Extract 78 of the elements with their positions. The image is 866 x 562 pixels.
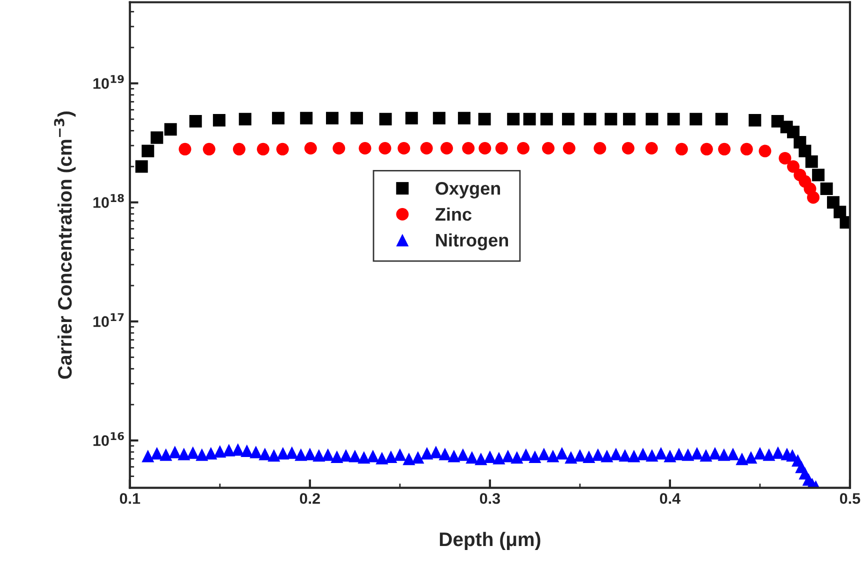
point: [646, 112, 658, 126]
y-tick-label: 10$^{18}$: [93, 194, 124, 208]
x-tick-label: 0.4: [660, 493, 680, 504]
x-tick-label: 0.2: [300, 493, 320, 504]
point: [272, 112, 284, 124]
point: [540, 112, 553, 126]
point: [675, 142, 688, 156]
point: [300, 112, 313, 124]
legend-label: Oxygen: [436, 182, 500, 198]
point: [440, 142, 453, 154]
x-axis-title: Depth (μm): [440, 532, 540, 550]
point: [604, 112, 618, 126]
x-tick-label: 0.1: [120, 493, 140, 504]
point: [523, 112, 536, 126]
point: [398, 142, 410, 154]
point: [690, 112, 702, 126]
point: [748, 114, 762, 126]
point: [807, 191, 820, 204]
point: [740, 142, 753, 156]
point: [718, 142, 731, 156]
point: [622, 142, 634, 154]
point: [150, 131, 164, 144]
point: [378, 142, 392, 154]
point: [432, 112, 446, 124]
point: [178, 142, 192, 156]
point: [350, 112, 363, 124]
point: [135, 160, 148, 173]
point: [798, 144, 812, 158]
point: [164, 123, 177, 136]
point: [584, 112, 596, 126]
point: [326, 112, 338, 124]
point: [787, 126, 800, 138]
point: [516, 142, 530, 154]
point: [478, 142, 492, 154]
legend-label: Nitrogen: [436, 233, 508, 250]
y-tick-label: 10$^{19}$: [93, 74, 124, 89]
y-tick-label: 10$^{16}$: [93, 432, 124, 446]
point: [462, 142, 475, 154]
point: [379, 112, 392, 126]
legend-label: Zinc: [435, 207, 472, 221]
point: [405, 112, 418, 124]
point: [715, 112, 728, 126]
point: [812, 168, 825, 182]
point: [594, 142, 606, 154]
point: [189, 115, 202, 128]
point: [820, 182, 833, 196]
point: [826, 196, 840, 209]
point: [700, 142, 713, 156]
point: [332, 142, 346, 154]
point: [562, 142, 576, 154]
point: [623, 112, 636, 126]
point: [507, 112, 520, 126]
point: [420, 142, 433, 154]
point: [495, 142, 508, 154]
point: [202, 142, 216, 156]
point: [238, 112, 252, 126]
y-axis-title: Carrier Concentration (cm$^{−3}$): [54, 112, 76, 379]
point: [256, 142, 270, 156]
x-tick-label: 0.5: [840, 493, 860, 504]
point: [758, 144, 772, 158]
point: [805, 155, 818, 168]
point: [667, 112, 680, 126]
point: [645, 142, 658, 154]
point: [458, 112, 470, 124]
point: [276, 142, 289, 156]
point: [142, 144, 154, 158]
point: [232, 142, 246, 156]
y-tick-label: 10$^{17}$: [93, 313, 124, 327]
point: [834, 206, 846, 218]
point: [212, 114, 226, 126]
point: [358, 142, 372, 154]
point: [478, 112, 491, 126]
point: [778, 152, 792, 164]
point: [304, 142, 317, 154]
point: [542, 142, 555, 154]
x-tick-label: 0.3: [480, 493, 500, 504]
point: [562, 112, 574, 126]
point: [787, 160, 800, 173]
